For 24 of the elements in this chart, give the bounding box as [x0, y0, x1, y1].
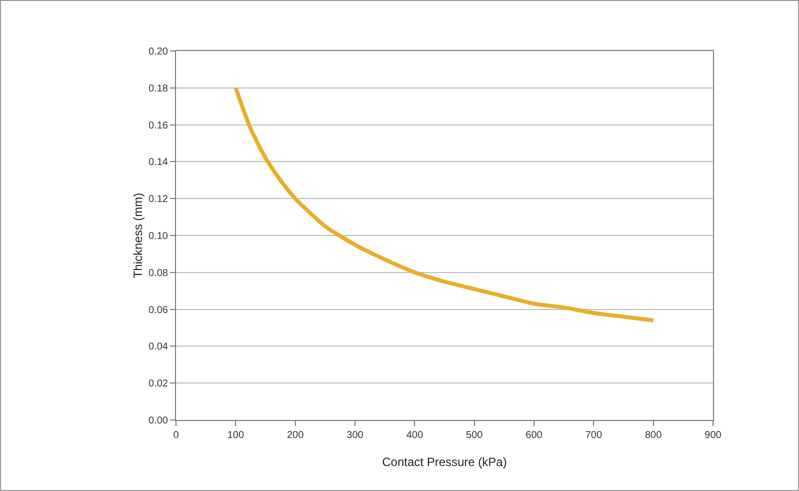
- x-tick-label: 700: [585, 430, 602, 441]
- y-tick-label: 0.12: [148, 194, 168, 206]
- y-tick-label: 0.08: [148, 268, 168, 279]
- x-axis-title: Contact Pressure (kPa): [382, 455, 507, 469]
- y-tick-label: 0.10: [148, 231, 168, 242]
- x-tick-label: 0: [173, 430, 180, 441]
- line-series: [234, 86, 656, 322]
- y-axis-title: Thickness (mm): [131, 192, 145, 278]
- x-tick-label: 800: [644, 430, 662, 441]
- x-tick-label: 400: [406, 430, 424, 441]
- x-tick-label: 900: [704, 430, 722, 441]
- y-tick-label: 0.16: [148, 120, 168, 132]
- y-tick-label: 0.20: [148, 46, 168, 58]
- x-tick-label: 500: [466, 430, 484, 441]
- x-tick-label: 100: [227, 430, 244, 441]
- y-tick-label: 0.06: [148, 304, 168, 316]
- y-tick-label: 0.18: [148, 83, 168, 94]
- y-tick-label: 0.02: [148, 378, 168, 390]
- y-tick-label: 0.14: [148, 157, 168, 168]
- y-tick-label: 0.00: [148, 416, 168, 426]
- x-tick-label: 300: [346, 430, 364, 441]
- x-tick-label: 200: [286, 430, 304, 441]
- x-tick-label: 600: [526, 430, 543, 441]
- y-tick-label: 0.04: [148, 342, 168, 353]
